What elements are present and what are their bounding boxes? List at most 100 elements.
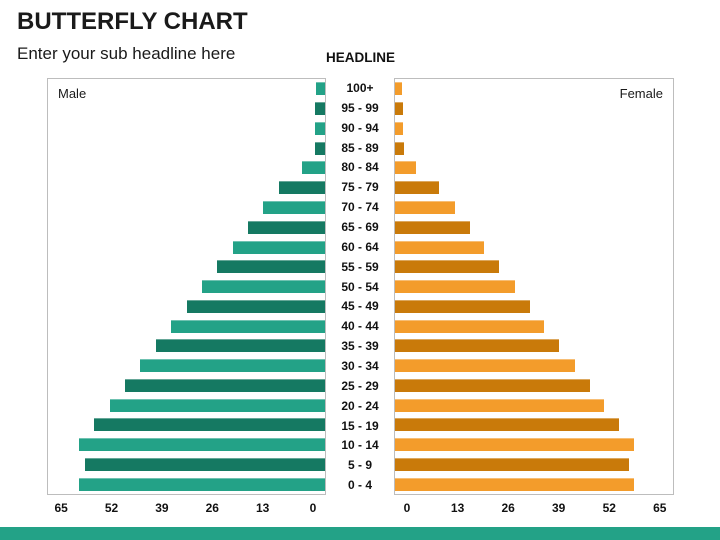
male-bar (315, 102, 325, 116)
female-axis-tick-label: 0 (403, 501, 411, 515)
male-chart-plot: Male (47, 78, 326, 495)
female-bar-row (395, 474, 673, 494)
female-bar-row (395, 119, 673, 139)
age-group-label: 100+ (346, 80, 374, 95)
female-bar-row (395, 158, 673, 178)
male-bar-row (48, 257, 325, 277)
male-bar (248, 220, 325, 234)
footer-accent-bar (0, 527, 720, 540)
male-bar-row (48, 375, 325, 395)
male-bars-area (48, 79, 325, 494)
male-bar-row (48, 395, 325, 415)
age-group-label: 70 - 74 (341, 200, 379, 215)
female-bar-row (395, 415, 673, 435)
female-bar (395, 378, 590, 392)
female-bar (395, 398, 604, 412)
female-bar (395, 359, 575, 373)
male-bar-row (48, 435, 325, 455)
age-group-label: 80 - 84 (341, 160, 379, 175)
male-bar-row (48, 217, 325, 237)
female-bar-row (395, 395, 673, 415)
male-bar-row (48, 198, 325, 218)
female-axis-tick-label: 52 (602, 501, 616, 515)
male-axis-tick-label: 65 (54, 501, 68, 515)
female-axis-tick-label: 26 (501, 501, 515, 515)
male-bar (94, 418, 325, 432)
male-bar (315, 141, 325, 155)
female-bar (395, 280, 515, 294)
female-bar-row (395, 316, 673, 336)
age-group-label: 95 - 99 (341, 100, 379, 115)
age-group-label: 45 - 49 (341, 299, 379, 314)
male-value-axis: 0 13 26 39 52 65 (47, 499, 326, 517)
female-bar-row (395, 237, 673, 257)
female-bar (395, 141, 404, 155)
butterfly-chart: Male 100+ 95 - 99 90 - 94 85 - 89 80 - 84 75 … (47, 78, 674, 495)
age-group-label: 65 - 69 (341, 219, 379, 234)
female-bar-row (395, 198, 673, 218)
female-bar (395, 260, 500, 274)
female-axis-tick-label: 13 (450, 501, 465, 515)
female-bars-area (395, 79, 673, 494)
male-axis-tick-label: 13 (255, 501, 270, 515)
male-bar-row (48, 237, 325, 257)
age-group-label: 10 - 14 (341, 438, 379, 453)
male-bar-row (48, 296, 325, 316)
male-axis-tick-label: 52 (104, 501, 119, 515)
male-bar (109, 398, 325, 412)
female-bar (395, 220, 471, 234)
female-bar (395, 102, 404, 116)
male-bar-row (48, 277, 325, 297)
female-bar (395, 200, 455, 214)
male-bar (278, 181, 325, 195)
age-group-label: 85 - 89 (341, 140, 379, 155)
male-bar (124, 378, 325, 392)
male-axis-tick-label: 26 (205, 501, 219, 515)
male-axis-tick-label: 0 (309, 501, 317, 515)
female-bar-row (395, 257, 673, 277)
female-bar-row (395, 79, 673, 99)
age-group-label: 55 - 59 (341, 259, 379, 274)
age-group-label: 15 - 19 (341, 418, 379, 433)
female-bar-row (395, 99, 673, 119)
male-series-label: Male (58, 86, 87, 101)
male-bar-row (48, 99, 325, 119)
age-group-label: 75 - 79 (341, 180, 379, 195)
age-group-label: 40 - 44 (341, 319, 379, 334)
female-chart-plot: Female (394, 78, 674, 495)
male-bar-row (48, 138, 325, 158)
age-group-label: 50 - 54 (341, 279, 379, 294)
male-bar-row (48, 415, 325, 435)
male-bar (301, 161, 325, 175)
female-bar (395, 181, 440, 195)
male-bar (316, 82, 325, 96)
female-bar (395, 477, 635, 491)
female-bar-row (395, 217, 673, 237)
male-bar (171, 319, 325, 333)
age-group-label: 20 - 24 (341, 398, 379, 413)
male-bar-row (48, 455, 325, 475)
female-bar (395, 161, 417, 175)
female-series-label: Female (619, 86, 663, 101)
male-bar (186, 299, 325, 313)
age-group-label: 25 - 29 (341, 378, 379, 393)
male-bar-row (48, 336, 325, 356)
female-bar-row (395, 138, 673, 158)
male-bar-row (48, 158, 325, 178)
male-bar (232, 240, 325, 254)
female-bar (395, 82, 402, 96)
male-bar-row (48, 356, 325, 376)
male-bar-row (48, 316, 325, 336)
slide-title: BUTTERFLY CHART (17, 8, 248, 35)
male-bar-row (48, 119, 325, 139)
female-axis-tick-label: 65 (653, 501, 667, 515)
female-bar-row (395, 277, 673, 297)
male-bar (78, 477, 325, 491)
female-bar (395, 418, 619, 432)
age-group-label: 5 - 9 (347, 458, 372, 473)
male-bar (155, 339, 325, 353)
age-group-label: 60 - 64 (341, 239, 379, 254)
slide-subtitle: Enter your sub headline here (17, 44, 236, 63)
male-bar (140, 359, 325, 373)
